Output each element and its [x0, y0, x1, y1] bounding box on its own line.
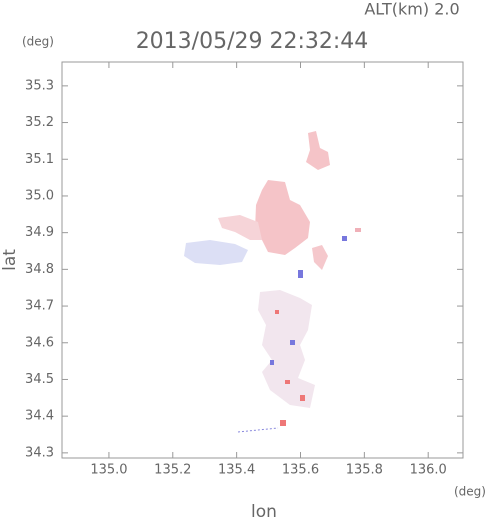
x-tick-label: 136.0 — [410, 463, 447, 478]
y-tick-label: 34.8 — [25, 262, 54, 277]
y-tick-label: 35.3 — [25, 78, 54, 93]
altitude: ALT(km) 2.0 — [364, 0, 459, 19]
x-unit: (deg) — [454, 485, 486, 499]
x-tick-label: 135.2 — [154, 463, 191, 478]
y-tick-label: 34.5 — [25, 372, 54, 387]
chart-title: 2013/05/29 22:32:44 — [136, 29, 369, 54]
x-tick-label: 135.4 — [218, 463, 255, 478]
y-tick-label: 34.4 — [25, 409, 54, 424]
y-tick-label: 35.2 — [25, 115, 54, 130]
plot-frame — [61, 61, 464, 459]
y-tick-label: 34.7 — [25, 299, 54, 314]
y-tick-label: 34.3 — [25, 445, 54, 460]
y-tick-label: 34.6 — [25, 335, 54, 350]
y-unit: (deg) — [22, 35, 54, 49]
y-tick-label: 35.0 — [25, 188, 54, 203]
radar-echoes — [184, 131, 361, 433]
x-tick-label: 135.0 — [90, 463, 127, 478]
y-tick-label: 35.1 — [25, 152, 54, 167]
x-tick-label: 135.6 — [282, 463, 319, 478]
y-axis-label: lat — [0, 249, 20, 271]
x-tick-label: 135.8 — [346, 463, 383, 478]
y-tick-label: 34.9 — [25, 225, 54, 240]
x-axis-label: lon — [251, 502, 277, 521]
